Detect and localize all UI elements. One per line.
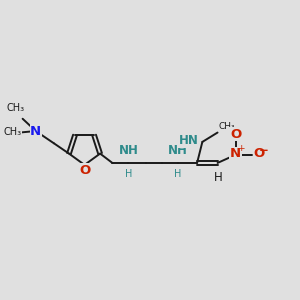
Text: O: O — [253, 147, 264, 161]
Text: O: O — [79, 164, 90, 177]
Text: NH: NH — [168, 143, 188, 157]
Text: H: H — [214, 171, 223, 184]
Text: HN: HN — [179, 134, 199, 147]
Text: CH₃: CH₃ — [6, 103, 24, 113]
Text: H: H — [174, 169, 182, 179]
Text: N: N — [30, 124, 41, 137]
Text: O: O — [230, 128, 241, 141]
Text: H: H — [125, 169, 132, 179]
Text: N: N — [230, 147, 241, 161]
Text: +: + — [237, 144, 245, 153]
Text: CH₃: CH₃ — [4, 128, 22, 137]
Text: NH: NH — [118, 143, 138, 157]
Text: −: − — [259, 144, 269, 157]
Text: CH₃: CH₃ — [218, 122, 235, 131]
